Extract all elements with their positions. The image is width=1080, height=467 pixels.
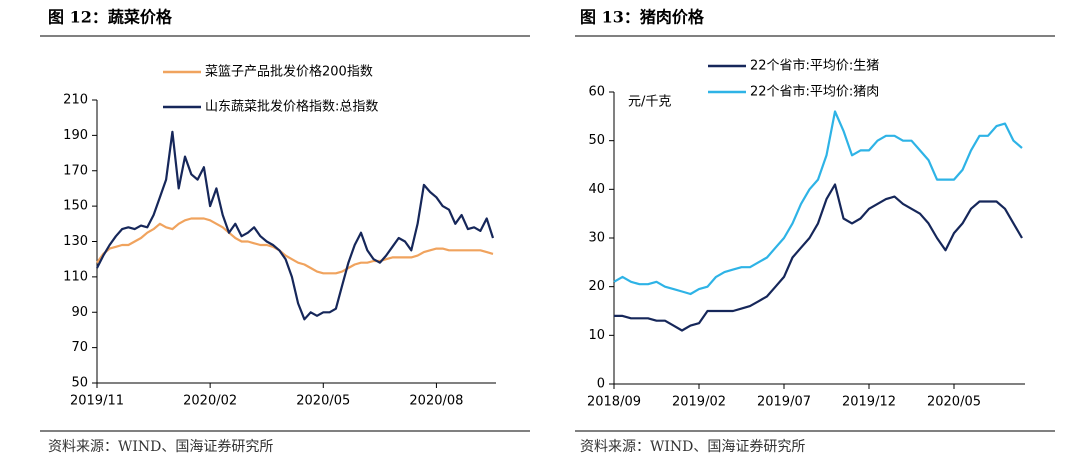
y-tick-label: 170 <box>63 163 88 178</box>
series-line <box>96 217 494 275</box>
chart-title: 图 12：蔬菜价格 <box>48 8 173 27</box>
y-tick-label: 150 <box>63 199 88 214</box>
x-tick-label: 2019/07 <box>757 395 811 410</box>
y-tick-label: 60 <box>588 85 605 100</box>
y-tick-label: 50 <box>588 133 605 148</box>
x-tick-label: 2020/08 <box>409 394 463 409</box>
y-axis-label: 元/千克 <box>628 95 671 110</box>
legend-label: 菜篮子产品批发价格200指数 <box>205 64 373 80</box>
legend-label: 22个省市:平均价:猪肉 <box>750 84 879 100</box>
series-line <box>96 130 495 321</box>
source-note: 资料来源：WIND、国海证券研究所 <box>48 439 273 455</box>
y-tick-label: 10 <box>588 328 605 343</box>
y-tick-label: 130 <box>63 234 88 249</box>
x-tick-label: 2020/05 <box>927 395 981 410</box>
y-tick-label: 0 <box>597 377 605 392</box>
legend-label: 22个省市:平均价:生猪 <box>750 58 879 74</box>
y-tick-label: 50 <box>71 376 88 391</box>
x-tick-label: 2020/02 <box>183 394 237 409</box>
y-tick-label: 90 <box>71 305 88 320</box>
y-tick-label: 210 <box>63 93 88 108</box>
y-tick-label: 70 <box>71 340 88 355</box>
x-tick-label: 2019/02 <box>672 395 726 410</box>
legend-label: 山东蔬菜批发价格指数:总指数 <box>205 99 378 115</box>
y-tick-label: 110 <box>63 269 88 284</box>
x-tick-label: 2019/11 <box>70 394 124 409</box>
x-tick-label: 2018/09 <box>587 395 641 410</box>
source-note: 资料来源：WIND、国海证券研究所 <box>580 439 805 455</box>
series-line <box>614 183 1023 332</box>
chart-title: 图 13：猪肉价格 <box>580 8 705 27</box>
x-tick-label: 2019/12 <box>842 395 896 410</box>
x-tick-label: 2020/05 <box>296 394 350 409</box>
series-line <box>613 110 1023 296</box>
y-tick-label: 190 <box>63 128 88 143</box>
y-tick-label: 30 <box>588 231 605 246</box>
y-tick-label: 20 <box>588 279 605 294</box>
y-tick-label: 40 <box>588 182 605 197</box>
